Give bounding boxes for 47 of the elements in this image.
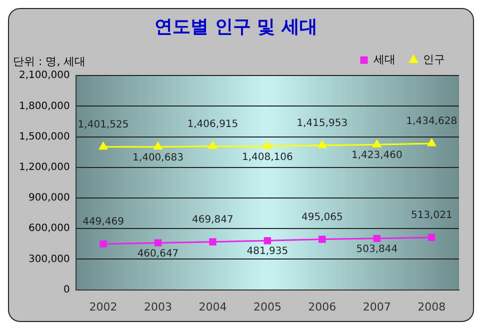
y-tick-label: 1,200,000: [18, 162, 70, 173]
data-label: 495,065: [301, 212, 343, 223]
data-label: 1,415,953: [296, 118, 348, 129]
data-label: 460,647: [137, 248, 179, 260]
y-tick-label: 300,000: [28, 254, 70, 265]
point: [209, 238, 216, 246]
point: [154, 239, 162, 246]
y-tick-label: 0: [64, 284, 70, 296]
point: [318, 140, 326, 148]
data-label: 1,406,915: [187, 118, 238, 130]
data-label: 1,434,628: [406, 116, 458, 128]
point: [428, 234, 436, 242]
point: [373, 234, 380, 242]
data-label: 469,847: [192, 214, 234, 226]
y-tick-label: 1,800,000: [18, 100, 70, 112]
x-tick-label: 2004: [198, 300, 227, 314]
data-label: 1,423,460: [351, 150, 402, 162]
point: [154, 142, 162, 150]
data-label: 449,469: [82, 216, 124, 228]
x-tick-label: 2005: [253, 300, 282, 314]
data-label: 1,400,683: [132, 152, 184, 164]
data-label: 503,844: [356, 244, 398, 255]
x-tick-label: 2007: [362, 300, 391, 314]
chart-title: 연도별 인구 및 세대: [154, 16, 318, 38]
data-label: 513,021: [410, 210, 452, 222]
x-tick-label: 2008: [418, 300, 446, 314]
x-tick-label: 2002: [89, 300, 118, 314]
text: 단위 : 명, 세대: [13, 54, 86, 68]
y-tick-label: 900,000: [28, 192, 70, 204]
point: [208, 142, 217, 150]
legend-label: 인구: [423, 52, 445, 66]
point: [372, 140, 382, 148]
point: [263, 141, 272, 149]
point: [427, 138, 436, 146]
y-tick-label: 1,500,000: [18, 131, 70, 142]
data-label: 1,408,106: [242, 152, 293, 163]
point: [99, 142, 108, 150]
point: [264, 237, 272, 244]
legend-label: 세대: [374, 52, 396, 66]
point: [100, 240, 107, 248]
data-label: 1,401,525: [78, 119, 129, 130]
x-tick-label: 2003: [144, 300, 172, 314]
x-tick-label: 2006: [308, 300, 336, 314]
point: [318, 236, 326, 243]
data-label: 481,935: [246, 246, 288, 258]
y-tick-label: 2,100,000: [18, 70, 70, 82]
y-tick-label: 600,000: [28, 223, 70, 234]
